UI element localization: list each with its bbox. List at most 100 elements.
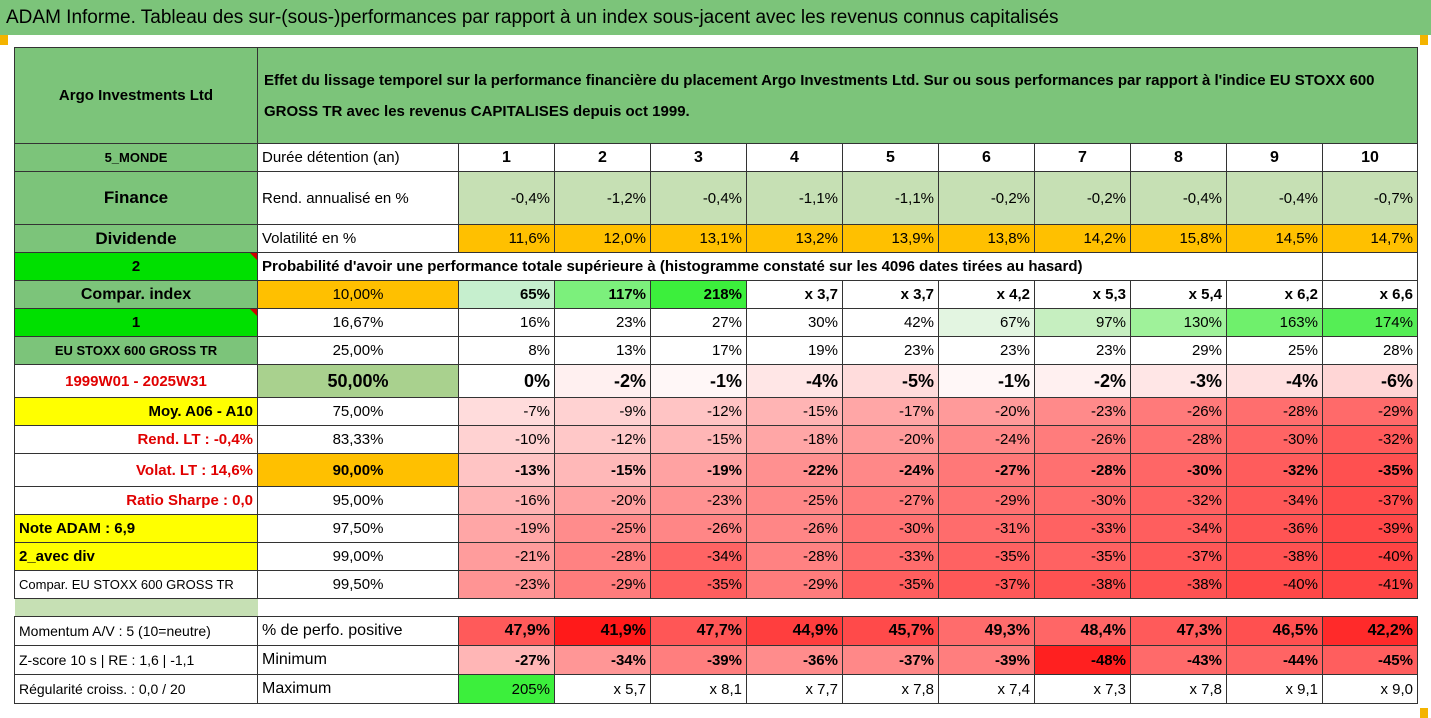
bottom-left-cell[interactable]: Régularité croiss. : 0,0 / 20 [14, 674, 258, 704]
bottom-value[interactable]: 46,5% [1226, 616, 1323, 646]
bottom-value[interactable]: 47,7% [650, 616, 747, 646]
quantile-value[interactable]: -15% [554, 453, 651, 487]
bottom-value[interactable]: x 9,0 [1322, 674, 1418, 704]
bottom-value[interactable]: 44,9% [746, 616, 843, 646]
vol-value[interactable]: 13,1% [650, 224, 747, 253]
rend-value[interactable]: -0,2% [938, 171, 1035, 225]
quantile-value[interactable]: -33% [1034, 514, 1131, 543]
rend-value[interactable]: -0,4% [1130, 171, 1227, 225]
bottom-value[interactable]: x 7,3 [1034, 674, 1131, 704]
quantile-value[interactable]: -28% [1034, 453, 1131, 487]
quantile-label[interactable]: 97,50% [257, 514, 459, 543]
quantile-value[interactable]: -32% [1322, 425, 1418, 454]
vol-value[interactable]: 13,2% [746, 224, 843, 253]
quantile-value[interactable]: 23% [1034, 336, 1131, 365]
quantile-value[interactable]: -20% [554, 486, 651, 515]
quantile-value[interactable]: -7% [458, 397, 555, 426]
quantile-value[interactable]: -18% [746, 425, 843, 454]
quantile-value[interactable]: -37% [1130, 542, 1227, 571]
quantile-value[interactable]: -28% [554, 542, 651, 571]
fund-name[interactable]: Argo Investments Ltd [14, 47, 258, 144]
quantile-value[interactable]: -34% [650, 542, 747, 571]
bottom-value[interactable]: -43% [1130, 645, 1227, 675]
quantile-label[interactable]: 16,67% [257, 308, 459, 337]
quantile-value[interactable]: -13% [458, 453, 555, 487]
quantile-value[interactable]: -6% [1322, 364, 1418, 398]
year-header[interactable]: 2 [554, 143, 651, 172]
quantile-value[interactable]: 42% [842, 308, 939, 337]
empty-cell[interactable] [1322, 252, 1418, 281]
quantile-value[interactable]: -23% [458, 570, 555, 599]
bottom-value[interactable]: -39% [650, 645, 747, 675]
quantile-value[interactable]: -29% [938, 486, 1035, 515]
compar-index-cell[interactable]: Compar. index [14, 280, 258, 309]
quantile-value[interactable]: 163% [1226, 308, 1323, 337]
quantile-value[interactable]: -4% [746, 364, 843, 398]
quantile-value[interactable]: 23% [842, 336, 939, 365]
quantile-label[interactable]: 10,00% [257, 280, 459, 309]
bottom-value[interactable]: -44% [1226, 645, 1323, 675]
quantile-value[interactable]: -30% [1034, 486, 1131, 515]
quantile-value[interactable]: -39% [1322, 514, 1418, 543]
quantile-value[interactable]: -28% [1226, 397, 1323, 426]
quantile-value[interactable]: -37% [1322, 486, 1418, 515]
quantile-value[interactable]: 65% [458, 280, 555, 309]
bottom-value[interactable]: -48% [1034, 645, 1131, 675]
quantile-value[interactable]: -35% [842, 570, 939, 599]
bottom-value[interactable]: x 8,1 [650, 674, 747, 704]
quantile-value[interactable]: -2% [554, 364, 651, 398]
year-header[interactable]: 5 [842, 143, 939, 172]
rend-lt-cell[interactable]: Rend. LT : -0,4% [14, 425, 258, 454]
quantile-value[interactable]: 0% [458, 364, 555, 398]
dividend-cell[interactable]: Dividende [14, 224, 258, 253]
quantile-value[interactable]: 97% [1034, 308, 1131, 337]
quantile-value[interactable]: -25% [746, 486, 843, 515]
bottom-label[interactable]: % de perfo. positive [257, 616, 459, 646]
quantile-value[interactable]: -26% [650, 514, 747, 543]
bottom-value[interactable]: 47,9% [458, 616, 555, 646]
quantile-value[interactable]: -23% [650, 486, 747, 515]
quantile-value[interactable]: -1% [650, 364, 747, 398]
quantile-value[interactable]: -1% [938, 364, 1035, 398]
year-header[interactable]: 10 [1322, 143, 1418, 172]
compar-eu-cell[interactable]: Compar. EU STOXX 600 GROSS TR [14, 570, 258, 599]
rend-value[interactable]: -0,4% [458, 171, 555, 225]
bottom-value[interactable]: -36% [746, 645, 843, 675]
bottom-value[interactable]: -27% [458, 645, 555, 675]
bottom-left-cell[interactable]: Momentum A/V : 5 (10=neutre) [14, 616, 258, 646]
quantile-value[interactable]: 29% [1130, 336, 1227, 365]
probability-label[interactable]: Probabilité d'avoir une performance tota… [257, 252, 1323, 281]
report-description[interactable]: Effet du lissage temporel sur la perform… [257, 47, 1418, 144]
quantile-value[interactable]: -12% [650, 397, 747, 426]
quantile-value[interactable]: x 4,2 [938, 280, 1035, 309]
year-header[interactable]: 3 [650, 143, 747, 172]
quantile-value[interactable]: -21% [458, 542, 555, 571]
quantile-value[interactable]: -20% [938, 397, 1035, 426]
quantile-value[interactable]: -4% [1226, 364, 1323, 398]
bottom-value[interactable]: -37% [842, 645, 939, 675]
quantile-value[interactable]: x 6,6 [1322, 280, 1418, 309]
quantile-value[interactable]: 23% [554, 308, 651, 337]
quantile-value[interactable]: -28% [746, 542, 843, 571]
quantile-value[interactable]: 25% [1226, 336, 1323, 365]
vol-value[interactable]: 15,8% [1130, 224, 1227, 253]
quantile-value[interactable]: -40% [1226, 570, 1323, 599]
rend-value[interactable]: -1,2% [554, 171, 651, 225]
quantile-value[interactable]: 16% [458, 308, 555, 337]
quantile-label[interactable]: 99,00% [257, 542, 459, 571]
bottom-value[interactable]: 48,4% [1034, 616, 1131, 646]
rend-value[interactable]: -0,4% [650, 171, 747, 225]
quantile-value[interactable]: 8% [458, 336, 555, 365]
quantile-value[interactable]: -37% [938, 570, 1035, 599]
rend-value[interactable]: -1,1% [842, 171, 939, 225]
quantile-value[interactable]: 27% [650, 308, 747, 337]
volat-lt-cell[interactable]: Volat. LT : 14,6% [14, 453, 258, 487]
sharpe-cell[interactable]: Ratio Sharpe : 0,0 [14, 486, 258, 515]
quantile-value[interactable]: -17% [842, 397, 939, 426]
quantile-label[interactable]: 95,00% [257, 486, 459, 515]
quantile-value[interactable]: -32% [1226, 453, 1323, 487]
quantile-value[interactable]: -24% [842, 453, 939, 487]
quantile-value[interactable]: -41% [1322, 570, 1418, 599]
duree-label[interactable]: Durée détention (an) [257, 143, 459, 172]
quantile-value[interactable]: 30% [746, 308, 843, 337]
